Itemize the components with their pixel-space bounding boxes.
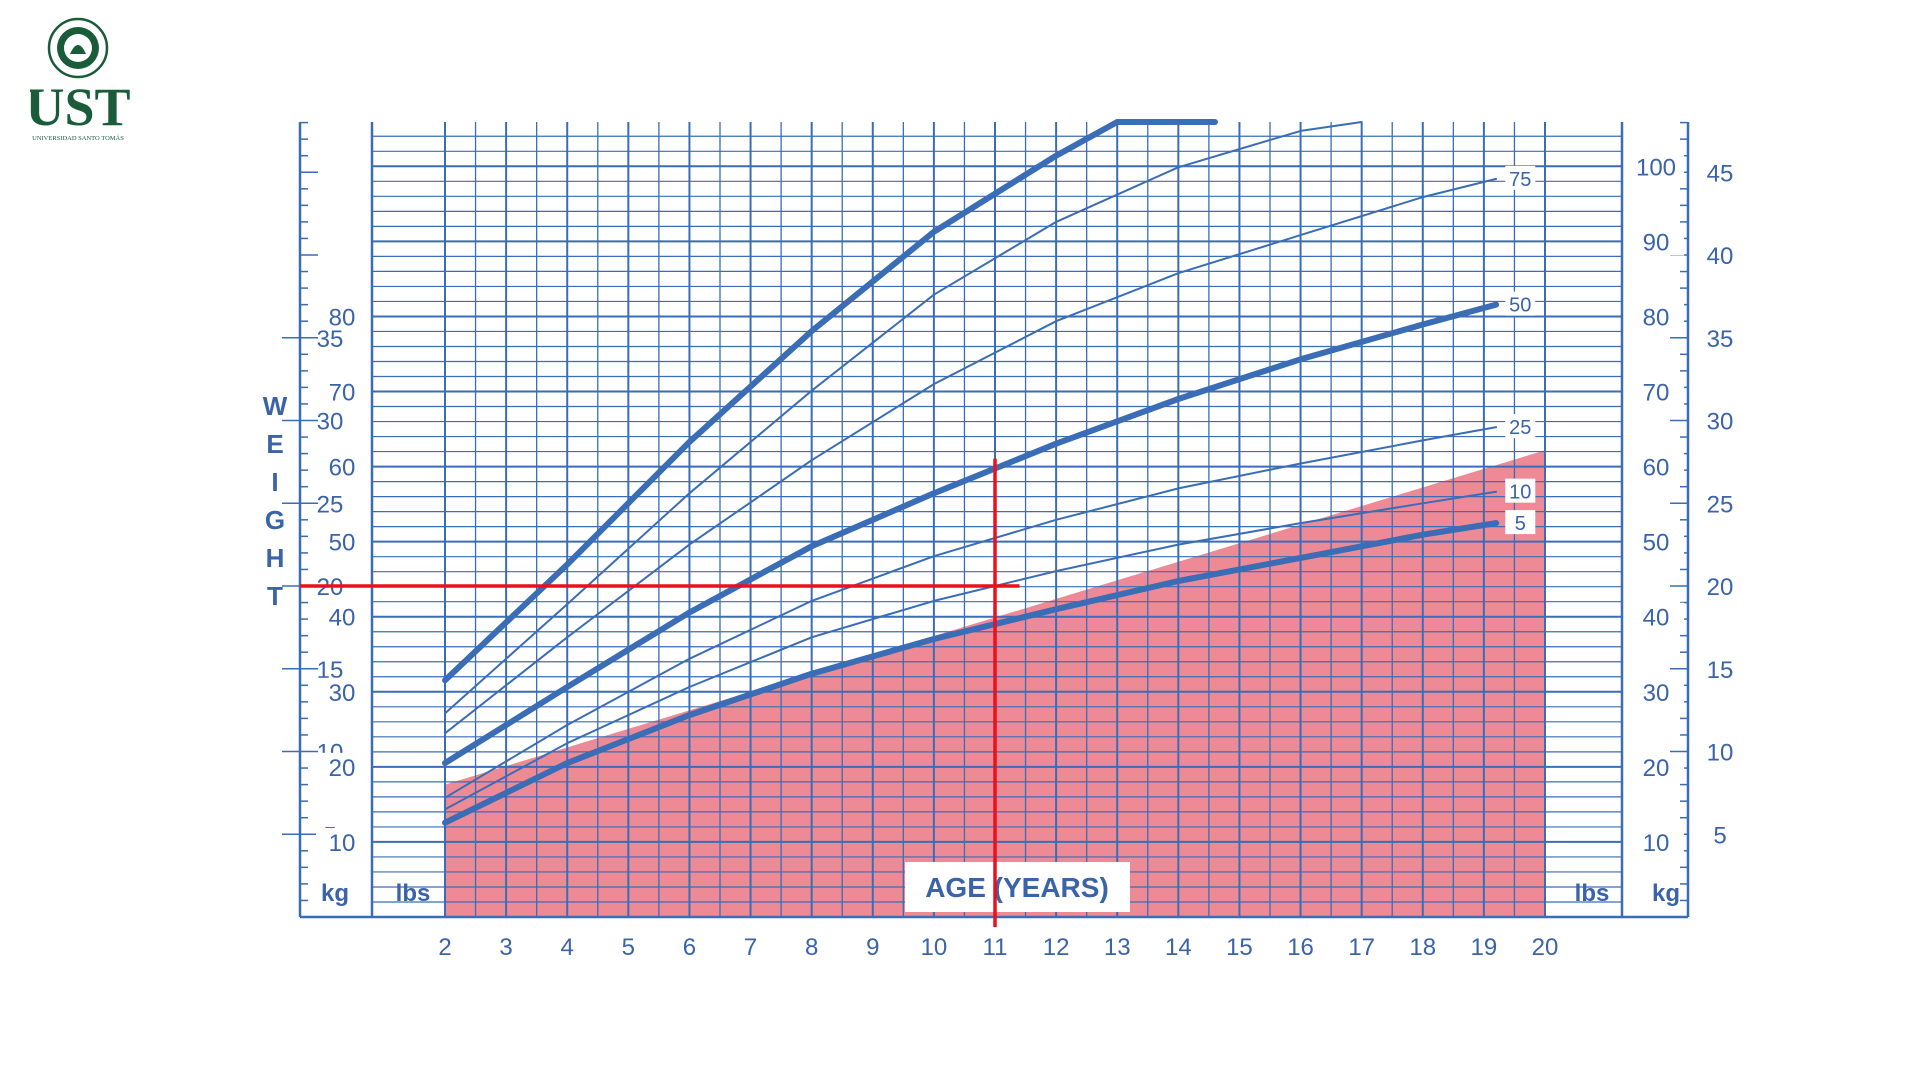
- lbs-tick-label-right: 90: [1643, 229, 1670, 256]
- unit-lbs-left: lbs: [396, 880, 431, 907]
- kg-tick-label-right: 35: [1707, 326, 1734, 353]
- x-axis-title: AGE (YEARS): [925, 872, 1109, 903]
- percentile-label: 5: [1515, 513, 1526, 535]
- lbs-tick-bg-right: [1628, 302, 1684, 331]
- y-axis-title-letter: G: [265, 505, 285, 535]
- lbs-tick-bg-right: [1628, 527, 1684, 556]
- lbs-tick-bg-right: [1628, 602, 1684, 631]
- percentile-line-unlabeled-6: [442, 119, 1218, 684]
- y-axis-title-letter: I: [271, 467, 278, 497]
- lbs-tick-bg-left: [316, 752, 366, 781]
- lbs-tick-label-left: 50: [329, 530, 356, 557]
- ust-wordmark: UST: [30, 77, 131, 137]
- lbs-tick-label-left: 70: [329, 380, 356, 407]
- lbs-tick-bg-left: [316, 602, 366, 631]
- x-tick-label: 14: [1165, 934, 1192, 961]
- lbs-tick-label-left: 40: [329, 605, 356, 632]
- lbs-tick-label-right: 20: [1643, 755, 1670, 782]
- lbs-tick-label-right: 80: [1643, 304, 1670, 331]
- lbs-tick-bg-right: [1628, 152, 1684, 181]
- kg-tick-label-left: 25: [317, 491, 344, 518]
- x-tick-label: 20: [1532, 934, 1559, 961]
- lbs-tick-label-left: 20: [329, 755, 356, 782]
- lbs-tick-bg-right: [1628, 227, 1684, 256]
- lbs-tick-bg-right: [1628, 452, 1684, 481]
- lbs-tick-bg-right: [1628, 377, 1684, 406]
- lbs-tick-label-left: 10: [329, 830, 356, 857]
- x-tick-label: 13: [1104, 934, 1131, 961]
- kg-tick-label-right: 20: [1707, 574, 1734, 601]
- x-tick-label: 2: [438, 934, 451, 961]
- lbs-tick-label-right: 10: [1643, 830, 1670, 857]
- x-tick-label: 12: [1043, 934, 1070, 961]
- percentile-line-75: [444, 177, 1498, 735]
- lbs-tick-label-right: 50: [1643, 530, 1670, 557]
- y-axis-title-letter: H: [266, 543, 285, 573]
- lbs-tick-label-right: 30: [1643, 680, 1670, 707]
- kg-tick-label-right: 30: [1707, 409, 1734, 436]
- kg-tick-label-right: 15: [1707, 657, 1734, 684]
- lbs-tick-label-left: 30: [329, 680, 356, 707]
- lbs-tick-label-right: 60: [1643, 455, 1670, 482]
- lbs-tick-bg-left: [316, 452, 366, 481]
- unit-kg-right: kg: [1652, 880, 1680, 907]
- percentile-label-box: [1505, 478, 1536, 503]
- x-tick-label: 11: [983, 934, 1008, 961]
- lbs-tick-bg-left: [316, 677, 366, 706]
- x-tick-label: 3: [499, 934, 512, 961]
- x-tick-label: 5: [622, 934, 635, 961]
- x-tick-label: 8: [805, 934, 818, 961]
- y-axis-title-letter: W: [263, 391, 288, 421]
- age-label-box: [905, 862, 1130, 912]
- x-tick-label: 9: [866, 934, 879, 961]
- percentile-label: 10: [1509, 482, 1531, 504]
- lbs-tick-bg-right: [1628, 677, 1684, 706]
- percentile-label-box: [1505, 414, 1536, 439]
- x-tick-label: 18: [1409, 934, 1436, 961]
- kg-tick-label-right: 25: [1707, 491, 1734, 518]
- x-tick-label: 6: [683, 934, 696, 961]
- ust-logo: UST UNIVERSIDAD SANTO TOMÁS: [25, 10, 160, 180]
- y-axis-title-letter: E: [266, 429, 283, 459]
- x-tick-label: 7: [744, 934, 757, 961]
- percentile-line-unlabeled-5: [444, 121, 1363, 715]
- ust-seal-icon: UST UNIVERSIDAD SANTO TOMÁS: [25, 17, 131, 142]
- lbs-tick-bg-right: [1628, 752, 1684, 781]
- ust-subtitle: UNIVERSIDAD SANTO TOMÁS: [32, 134, 124, 142]
- lbs-tick-bg-left: [316, 827, 366, 856]
- lbs-tick-label-right: 70: [1643, 380, 1670, 407]
- x-tick-label: 10: [921, 934, 948, 961]
- percentile-label-box: [1505, 510, 1536, 535]
- kg-tick-label-right: 40: [1707, 243, 1734, 270]
- x-tick-label: 19: [1471, 934, 1498, 961]
- unit-kg-left: kg: [321, 880, 349, 907]
- kg-tick-label-left: 30: [317, 409, 344, 436]
- unit-lbs-right: lbs: [1575, 880, 1610, 907]
- percentile-label: 50: [1509, 295, 1531, 317]
- percentile-label: 75: [1509, 169, 1531, 191]
- lbs-tick-label-left: 80: [329, 304, 356, 331]
- lbs-tick-bg-left: [316, 527, 366, 556]
- kg-tick-label-right: 5: [1713, 822, 1726, 849]
- percentile-label-box: [1505, 165, 1536, 190]
- percentile-label-box: [1505, 291, 1536, 316]
- x-tick-label: 4: [561, 934, 574, 961]
- lbs-tick-bg-right: [1628, 827, 1684, 856]
- lbs-tick-bg-left: [316, 302, 366, 331]
- lbs-tick-label-right: 40: [1643, 605, 1670, 632]
- x-tick-label: 17: [1348, 934, 1375, 961]
- percentile-label: 25: [1509, 417, 1531, 439]
- lbs-tick-label-right: 100: [1636, 154, 1676, 181]
- x-tick-label: 15: [1226, 934, 1253, 961]
- kg-tick-label-right: 45: [1707, 160, 1734, 187]
- x-tick-label: 16: [1287, 934, 1314, 961]
- lbs-tick-bg-left: [316, 377, 366, 406]
- lbs-tick-label-left: 60: [329, 455, 356, 482]
- kg-tick-label-right: 10: [1707, 740, 1734, 767]
- y-axis-title-letter: T: [267, 581, 283, 611]
